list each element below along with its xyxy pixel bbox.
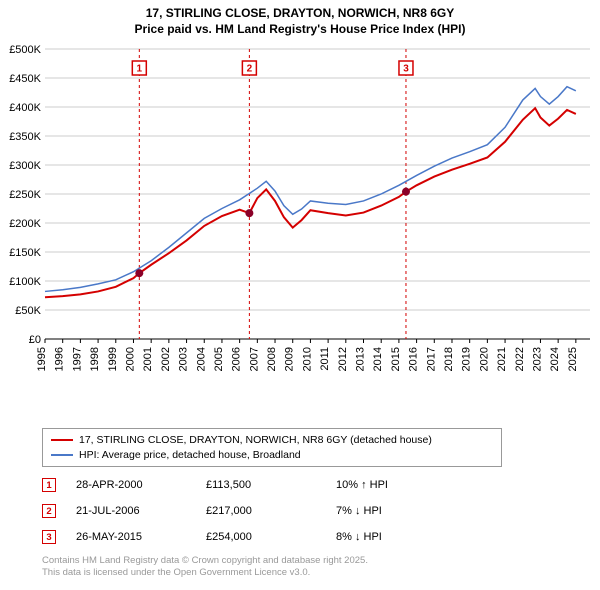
title-line2: Price paid vs. HM Land Registry's House … <box>0 22 600 38</box>
svg-text:2001: 2001 <box>142 347 154 371</box>
tx-hpi: 10% ↑ HPI <box>336 479 446 491</box>
svg-text:£150K: £150K <box>9 247 41 259</box>
legend-item-1: 17, STIRLING CLOSE, DRAYTON, NORWICH, NR… <box>51 433 493 448</box>
svg-text:2010: 2010 <box>301 347 313 371</box>
svg-text:2025: 2025 <box>567 347 579 371</box>
svg-text:£50K: £50K <box>15 305 41 317</box>
legend-swatch-2 <box>51 454 73 456</box>
tx-marker-box: 3 <box>42 530 56 544</box>
tx-hpi: 8% ↓ HPI <box>336 531 446 543</box>
svg-text:2003: 2003 <box>178 347 190 371</box>
transactions-table: 1 28-APR-2000 £113,500 10% ↑ HPI 2 21-JUL-200… <box>42 472 446 550</box>
transaction-row: 1 28-APR-2000 £113,500 10% ↑ HPI <box>42 472 446 498</box>
svg-text:£200K: £200K <box>9 218 41 230</box>
svg-text:2011: 2011 <box>319 347 331 371</box>
svg-text:2002: 2002 <box>160 347 172 371</box>
svg-text:1998: 1998 <box>89 347 101 371</box>
svg-text:2024: 2024 <box>549 347 561 371</box>
transaction-row: 3 26-MAY-2015 £254,000 8% ↓ HPI <box>42 524 446 550</box>
chart-title: 17, STIRLING CLOSE, DRAYTON, NORWICH, NR… <box>0 0 600 37</box>
tx-marker-box: 2 <box>42 504 56 518</box>
svg-text:1: 1 <box>137 64 143 75</box>
svg-text:2021: 2021 <box>496 347 508 371</box>
tx-date: 21-JUL-2006 <box>76 505 186 517</box>
svg-text:2006: 2006 <box>231 347 243 371</box>
svg-text:2016: 2016 <box>408 347 420 371</box>
svg-text:£350K: £350K <box>9 131 41 143</box>
attribution-line1: Contains HM Land Registry data © Crown c… <box>42 555 368 567</box>
svg-text:2008: 2008 <box>266 347 278 371</box>
svg-text:2018: 2018 <box>443 347 455 371</box>
tx-date: 28-APR-2000 <box>76 479 186 491</box>
tx-price: £113,500 <box>206 479 316 491</box>
svg-text:£0: £0 <box>29 334 41 346</box>
tx-price: £217,000 <box>206 505 316 517</box>
attribution: Contains HM Land Registry data © Crown c… <box>42 555 368 579</box>
svg-text:2007: 2007 <box>248 347 260 371</box>
svg-text:2022: 2022 <box>514 347 526 371</box>
svg-text:2014: 2014 <box>372 347 384 371</box>
svg-text:£450K: £450K <box>9 73 41 85</box>
svg-text:2: 2 <box>247 64 253 75</box>
svg-text:£300K: £300K <box>9 160 41 172</box>
svg-text:2012: 2012 <box>337 347 349 371</box>
svg-text:2004: 2004 <box>195 347 207 371</box>
legend-item-2: HPI: Average price, detached house, Broa… <box>51 448 493 463</box>
svg-text:£250K: £250K <box>9 189 41 201</box>
tx-price: £254,000 <box>206 531 316 543</box>
legend-label-2: HPI: Average price, detached house, Broa… <box>79 448 301 463</box>
svg-text:1997: 1997 <box>71 347 83 371</box>
chart-area: £0 £50K £100K £150K £200K £250K £300K £350K £400… <box>5 44 595 389</box>
svg-text:2000: 2000 <box>124 347 136 371</box>
svg-text:2017: 2017 <box>425 347 437 371</box>
svg-text:£500K: £500K <box>9 44 41 56</box>
svg-text:2023: 2023 <box>531 347 543 371</box>
svg-text:2020: 2020 <box>478 347 490 371</box>
attribution-line2: This data is licensed under the Open Gov… <box>42 567 368 579</box>
chart-svg: £0 £50K £100K £150K £200K £250K £300K £350K £400… <box>5 44 595 389</box>
tx-marker-box: 1 <box>42 478 56 492</box>
legend-swatch-1 <box>51 439 73 441</box>
svg-text:2005: 2005 <box>213 347 225 371</box>
svg-text:2015: 2015 <box>390 347 402 371</box>
legend: 17, STIRLING CLOSE, DRAYTON, NORWICH, NR… <box>42 428 502 467</box>
svg-text:2009: 2009 <box>284 347 296 371</box>
svg-text:1995: 1995 <box>36 347 48 371</box>
svg-text:1996: 1996 <box>54 347 66 371</box>
tx-hpi: 7% ↓ HPI <box>336 505 446 517</box>
svg-text:2019: 2019 <box>461 347 473 371</box>
legend-label-1: 17, STIRLING CLOSE, DRAYTON, NORWICH, NR… <box>79 433 432 448</box>
tx-date: 26-MAY-2015 <box>76 531 186 543</box>
svg-text:2013: 2013 <box>355 347 367 371</box>
transaction-row: 2 21-JUL-2006 £217,000 7% ↓ HPI <box>42 498 446 524</box>
svg-text:1999: 1999 <box>107 347 119 371</box>
svg-text:£400K: £400K <box>9 102 41 114</box>
svg-text:£100K: £100K <box>9 276 41 288</box>
svg-text:3: 3 <box>403 64 409 75</box>
title-line1: 17, STIRLING CLOSE, DRAYTON, NORWICH, NR… <box>0 6 600 22</box>
